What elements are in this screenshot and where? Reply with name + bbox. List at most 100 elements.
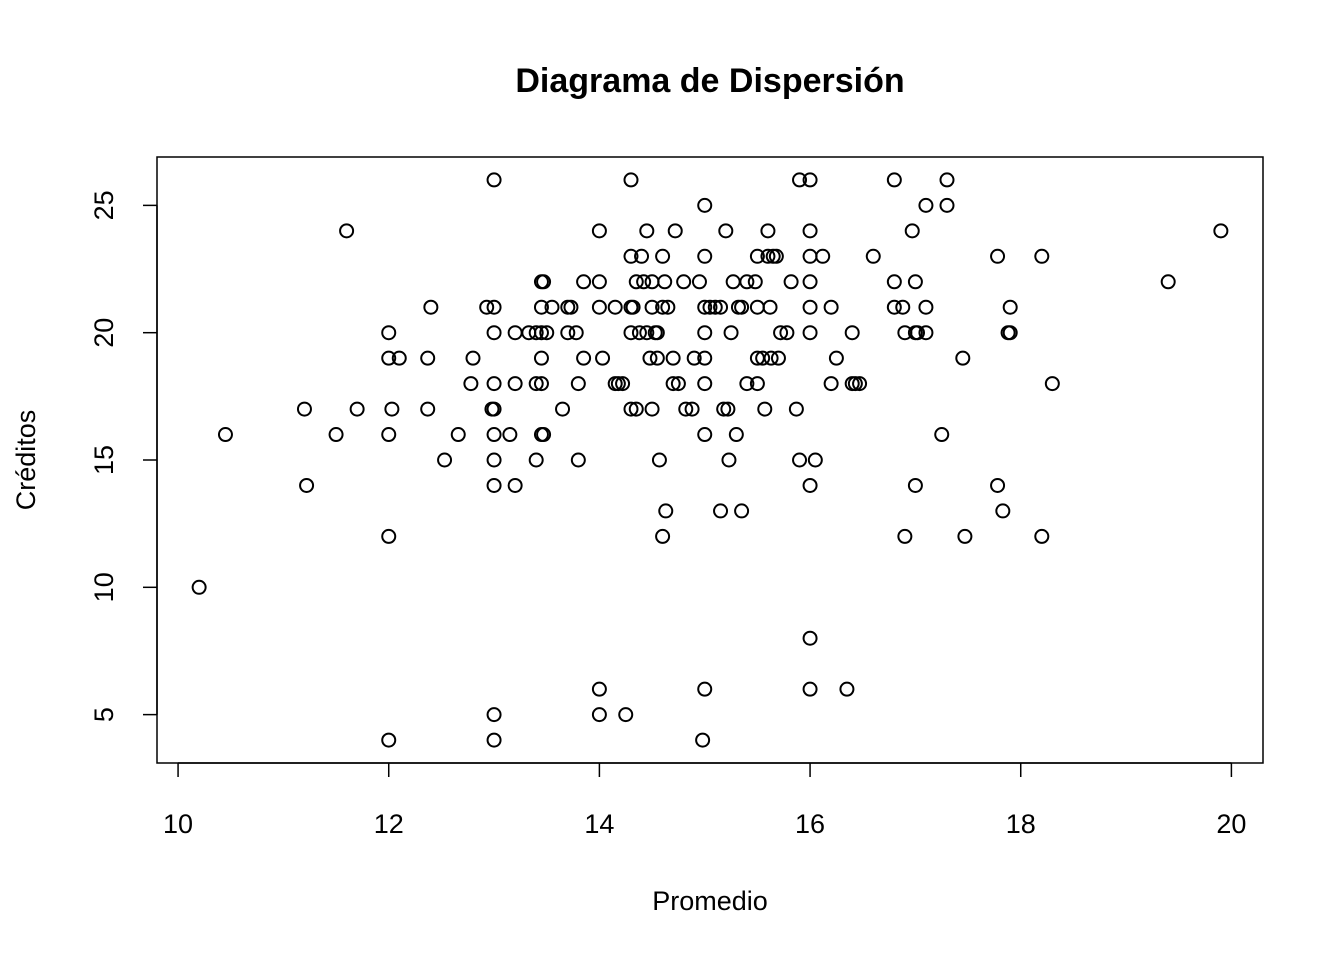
data-point [328,427,344,443]
data-point [734,299,750,315]
data-point [420,350,436,366]
data-point [536,427,552,443]
data-point [655,299,671,315]
data-point [339,223,355,239]
data-point [644,274,660,290]
data-point [678,401,694,417]
data-point [217,427,233,443]
data-point [910,325,926,341]
data-point [623,401,639,417]
data-point [381,350,397,366]
data-point [655,248,671,264]
data-point [792,172,808,188]
data-point [779,325,795,341]
data-point [649,350,665,366]
y-tick-label: 15 [89,445,119,475]
x-tick-label: 12 [374,809,404,839]
data-point [865,248,881,264]
data-point [697,248,713,264]
data-point [657,274,673,290]
data-point [191,579,207,595]
data-point [628,401,644,417]
data-point [423,299,439,315]
data-point [739,274,755,290]
data-point [802,681,818,697]
data-points [191,172,1229,748]
data-point [783,274,799,290]
data-point [642,350,658,366]
data-point [591,223,607,239]
data-point [576,350,592,366]
data-point [591,299,607,315]
data-point [918,197,934,213]
data-point [486,707,502,723]
x-tick-label: 20 [1216,809,1246,839]
data-point [802,325,818,341]
data-point [463,376,479,392]
data-point [507,376,523,392]
data-point [802,299,818,315]
data-point [939,197,955,213]
data-point [533,325,549,341]
data-point [823,376,839,392]
data-point [644,299,660,315]
data-point [381,528,397,544]
data-point [773,325,789,341]
plot-frame [156,156,1264,764]
data-point [299,477,315,493]
data-point [823,299,839,315]
y-tick-label: 10 [89,572,119,602]
data-point [591,274,607,290]
data-point [939,172,955,188]
data-point [486,732,502,748]
x-tick-label: 18 [1006,809,1036,839]
data-point [713,299,729,315]
data-point [623,248,639,264]
data-point [618,707,634,723]
data-point [697,376,713,392]
data-point [607,299,623,315]
data-point [576,274,592,290]
data-point [636,274,652,290]
x-tick-label: 10 [163,809,193,839]
data-point [697,299,713,315]
data-point [802,223,818,239]
data-point [802,248,818,264]
data-point [907,477,923,493]
data-point [802,477,818,493]
data-point [990,477,1006,493]
data-point [670,376,686,392]
data-point [886,299,902,315]
data-point [757,401,773,417]
data-point [904,223,920,239]
data-point [749,248,765,264]
data-point [591,681,607,697]
data-point [990,248,1006,264]
data-point [697,325,713,341]
data-point [486,325,502,341]
data-point [702,299,718,315]
data-point [544,299,560,315]
data-point [886,274,902,290]
data-point [381,732,397,748]
data-point [623,172,639,188]
data-point [918,325,934,341]
data-point [507,325,523,341]
data-point [697,197,713,213]
data-point [660,299,676,315]
data-point [560,325,576,341]
data-point [713,503,729,519]
data-point [1160,274,1176,290]
data-point [934,427,950,443]
data-point [484,401,500,417]
y-tick-label: 5 [89,707,119,722]
data-point [528,452,544,468]
data-point [610,376,626,392]
data-point [502,427,518,443]
data-point [1034,248,1050,264]
data-point [649,325,665,341]
data-point [533,350,549,366]
data-point [296,401,312,417]
data-point [486,299,502,315]
